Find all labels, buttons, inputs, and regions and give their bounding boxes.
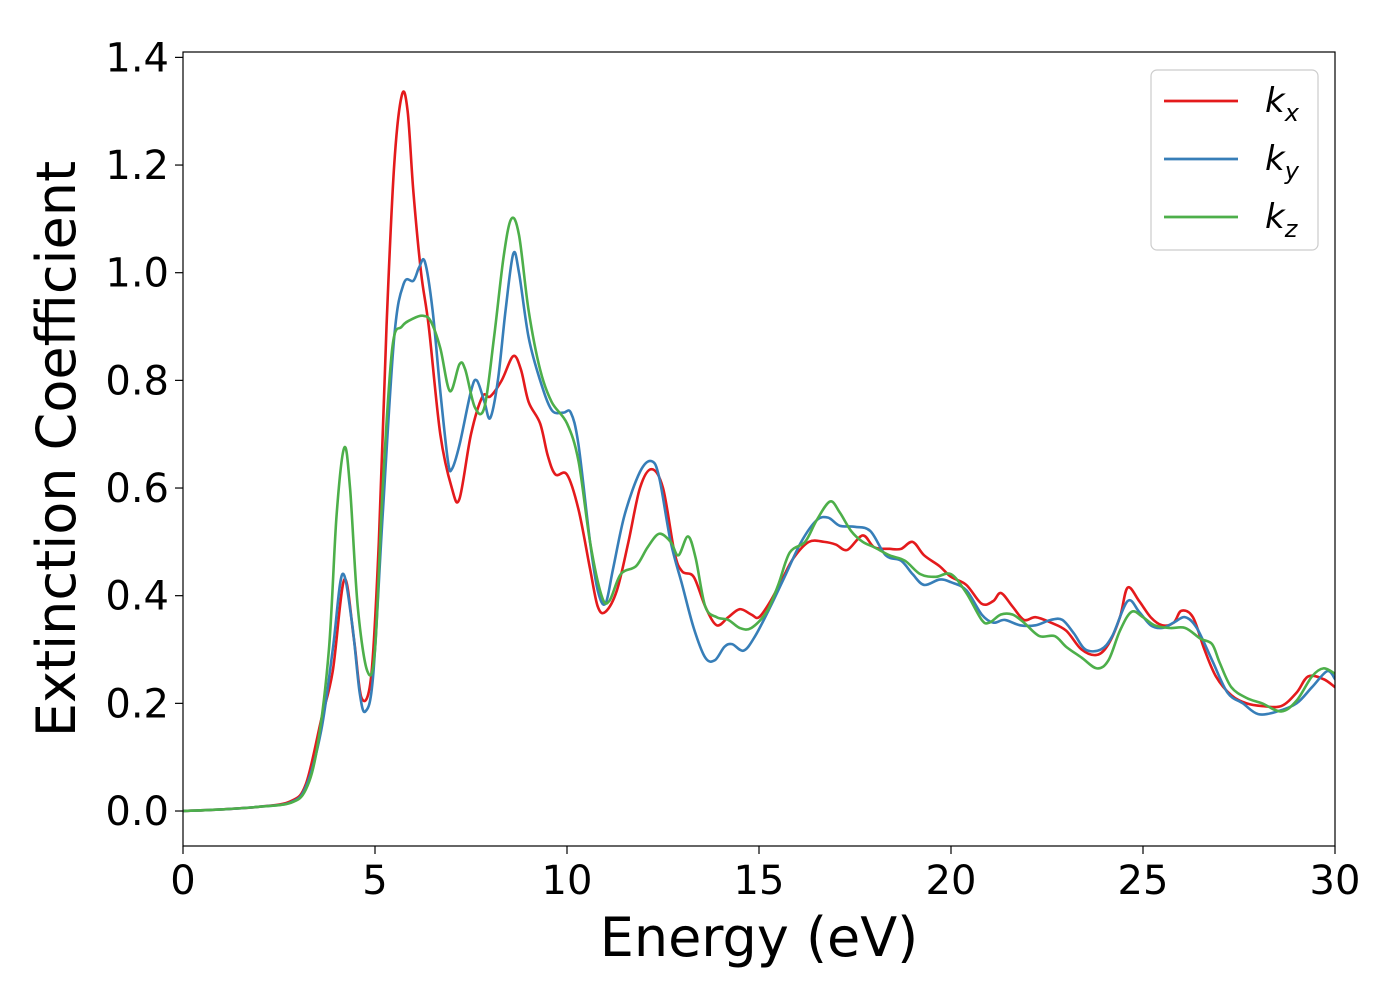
series-line-k-z <box>183 216 1335 813</box>
series-line-k-y <box>183 250 1335 813</box>
x-tick-label: 0 <box>170 858 195 904</box>
y-axis-label: Extinction Coefficient <box>25 161 88 737</box>
y-tick-label: 0.2 <box>105 681 169 727</box>
x-tick-label: 5 <box>362 858 387 904</box>
y-axis: 0.0 0.2 0.4 0.6 0.8 1.0 1.2 1.4 <box>105 35 183 835</box>
legend-label-subscript: z <box>1284 215 1299 243</box>
x-tick-label: 15 <box>734 858 785 904</box>
y-tick-label: 0.6 <box>105 466 169 512</box>
series-line-k-x <box>183 90 1335 813</box>
series-layer <box>183 90 1335 813</box>
y-tick-label: 0.0 <box>105 789 169 835</box>
y-tick-label: 1.4 <box>105 35 169 81</box>
y-tick-label: 1.2 <box>105 143 169 189</box>
x-tick-label: 10 <box>542 858 593 904</box>
y-tick-label: 0.4 <box>105 574 169 620</box>
x-tick-label: 25 <box>1118 858 1169 904</box>
x-axis-label: Energy (eV) <box>600 906 919 969</box>
legend-label-k-y: ky <box>1265 139 1300 185</box>
legend-label-k-z: kz <box>1265 197 1299 243</box>
x-axis: 0 5 10 15 20 25 30 <box>170 846 1360 904</box>
legend-label-subscript: y <box>1284 157 1300 185</box>
legend-label-base: k <box>1265 197 1286 237</box>
legend-label-base: k <box>1265 139 1286 179</box>
y-tick-label: 1.0 <box>105 251 169 297</box>
y-tick-label: 0.8 <box>105 358 169 404</box>
x-tick-label: 20 <box>926 858 977 904</box>
legend-label-base: k <box>1265 81 1286 121</box>
x-tick-label: 30 <box>1310 858 1361 904</box>
legend-label-subscript: x <box>1284 99 1300 127</box>
legend-label-k-x: kx <box>1265 81 1300 127</box>
